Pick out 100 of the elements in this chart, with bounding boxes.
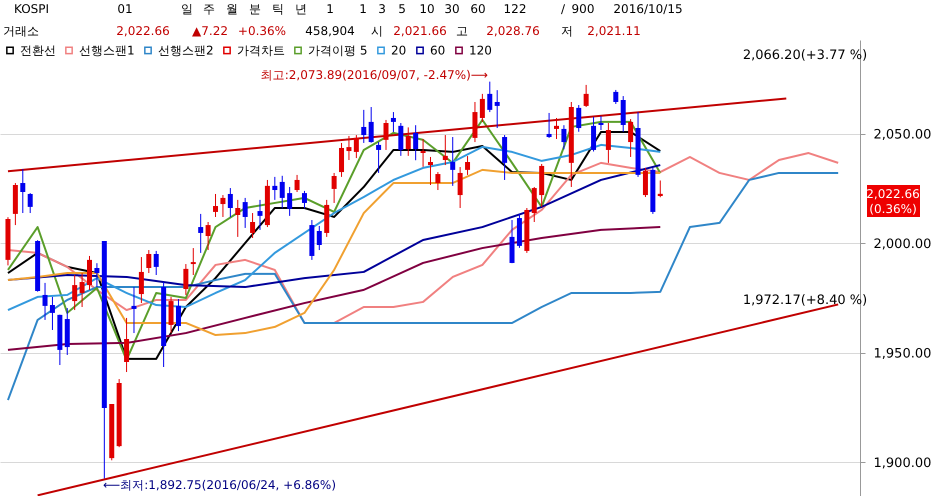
candlestick <box>28 192 33 214</box>
legend-label: 선행스팬2 <box>158 43 214 58</box>
candlestick <box>494 90 500 129</box>
annotation: 2,066.20(+3.77 %) <box>742 48 868 63</box>
text: 2,021.11 <box>587 24 641 38</box>
annotation: ⟵최저:1,892.75(2016/06/24, +6.86%) <box>103 478 336 492</box>
candlestick <box>613 89 618 104</box>
candlestick <box>598 116 604 131</box>
candlestick <box>554 117 559 140</box>
legend-label: 선행스팬1 <box>79 43 135 58</box>
text: ▲7.22 <box>192 24 228 38</box>
candlestick <box>272 176 278 200</box>
text: 2,021.66 <box>393 24 447 38</box>
text: 10 <box>419 2 435 16</box>
candlestick <box>124 317 130 373</box>
candlestick <box>561 124 566 150</box>
candlestick <box>183 264 188 296</box>
text: 30 <box>444 2 460 16</box>
candlestick <box>354 134 359 159</box>
candlestick <box>287 186 292 216</box>
candlestick <box>302 190 307 209</box>
text: 3 <box>378 2 386 16</box>
candlestick <box>584 84 589 108</box>
candlestick <box>250 212 256 238</box>
candlestick <box>280 175 285 209</box>
candlestick <box>458 166 463 208</box>
legend-label: 120 <box>469 43 492 58</box>
legend-label: 가격이평 5 <box>308 43 368 58</box>
text: +0.36% <box>238 24 286 38</box>
candlestick <box>20 168 26 214</box>
candlestick <box>213 193 218 218</box>
candlestick <box>242 197 248 228</box>
text: 2,022.66 <box>116 24 170 38</box>
candlestick <box>442 134 448 166</box>
text: 월 <box>226 2 238 16</box>
candlestick <box>138 256 144 304</box>
candlestick <box>346 135 352 161</box>
text: 2,022.66 (0.36%) <box>866 187 920 216</box>
candlestick <box>546 112 552 138</box>
candlestick <box>361 109 366 144</box>
candlestick <box>228 188 233 218</box>
candlestick <box>72 274 78 311</box>
candlestick <box>190 248 196 276</box>
annotation: 최고:2,073.89(2016/09/07, -2.47%)⟶ <box>260 68 488 82</box>
text: 5 <box>398 2 406 16</box>
candlestick <box>235 199 240 238</box>
legend-label: 20 <box>391 43 406 58</box>
text: 거래소 <box>3 24 39 38</box>
candlestick <box>42 282 48 320</box>
y-tick-label: 1,900.00 <box>874 456 932 471</box>
legend-label: 60 <box>430 43 446 58</box>
text: 1 <box>359 2 367 16</box>
text: 01 <box>117 2 133 16</box>
text: KOSPI <box>14 2 50 16</box>
candlestick <box>131 286 136 334</box>
candlestick <box>384 119 389 150</box>
candlestick <box>176 298 181 332</box>
y-tick-label: 1,950.00 <box>874 346 932 362</box>
y-tick-label: 2,050.00 <box>874 127 932 142</box>
candlestick <box>50 296 55 330</box>
candlestick <box>294 174 300 192</box>
candlestick <box>390 112 396 132</box>
candlestick <box>206 222 211 251</box>
candlestick <box>487 81 492 113</box>
candlestick <box>257 199 262 230</box>
candlestick <box>368 106 374 144</box>
candlestick <box>480 93 485 122</box>
candlestick <box>450 136 456 186</box>
text: 년 <box>295 2 307 16</box>
candlestick <box>435 172 440 191</box>
text: 틱 <box>272 2 284 16</box>
text: 저 <box>561 24 573 38</box>
candlestick <box>94 262 100 288</box>
annotation: 1,972.17(+8.40 %) <box>742 293 868 308</box>
candlestick <box>376 142 382 174</box>
candlestick <box>154 250 159 276</box>
candlestick <box>628 118 634 158</box>
text: 458,904 <box>305 24 355 38</box>
candlestick <box>658 180 663 198</box>
text: 1 <box>326 2 334 16</box>
text: 60 <box>470 2 486 16</box>
text: 900 <box>572 2 594 16</box>
candlestick <box>428 156 433 186</box>
text: 2016/10/15 <box>613 2 683 16</box>
candlestick <box>420 138 426 168</box>
candlestick <box>606 122 611 164</box>
candlestick <box>198 213 204 254</box>
text: 시 <box>371 24 383 38</box>
text: 일 <box>181 2 193 16</box>
y-tick-label: 2,000.00 <box>874 236 932 252</box>
text: 고 <box>456 24 468 38</box>
text: 분 <box>249 2 261 16</box>
candlestick <box>316 225 322 251</box>
candlestick <box>465 156 470 176</box>
candlestick <box>332 172 337 204</box>
candlestick <box>220 194 226 218</box>
text: 2,028.76 <box>486 24 540 38</box>
text: 주 <box>203 2 215 16</box>
legend-label: 가격차트 <box>237 43 285 58</box>
candlestick <box>576 104 582 132</box>
